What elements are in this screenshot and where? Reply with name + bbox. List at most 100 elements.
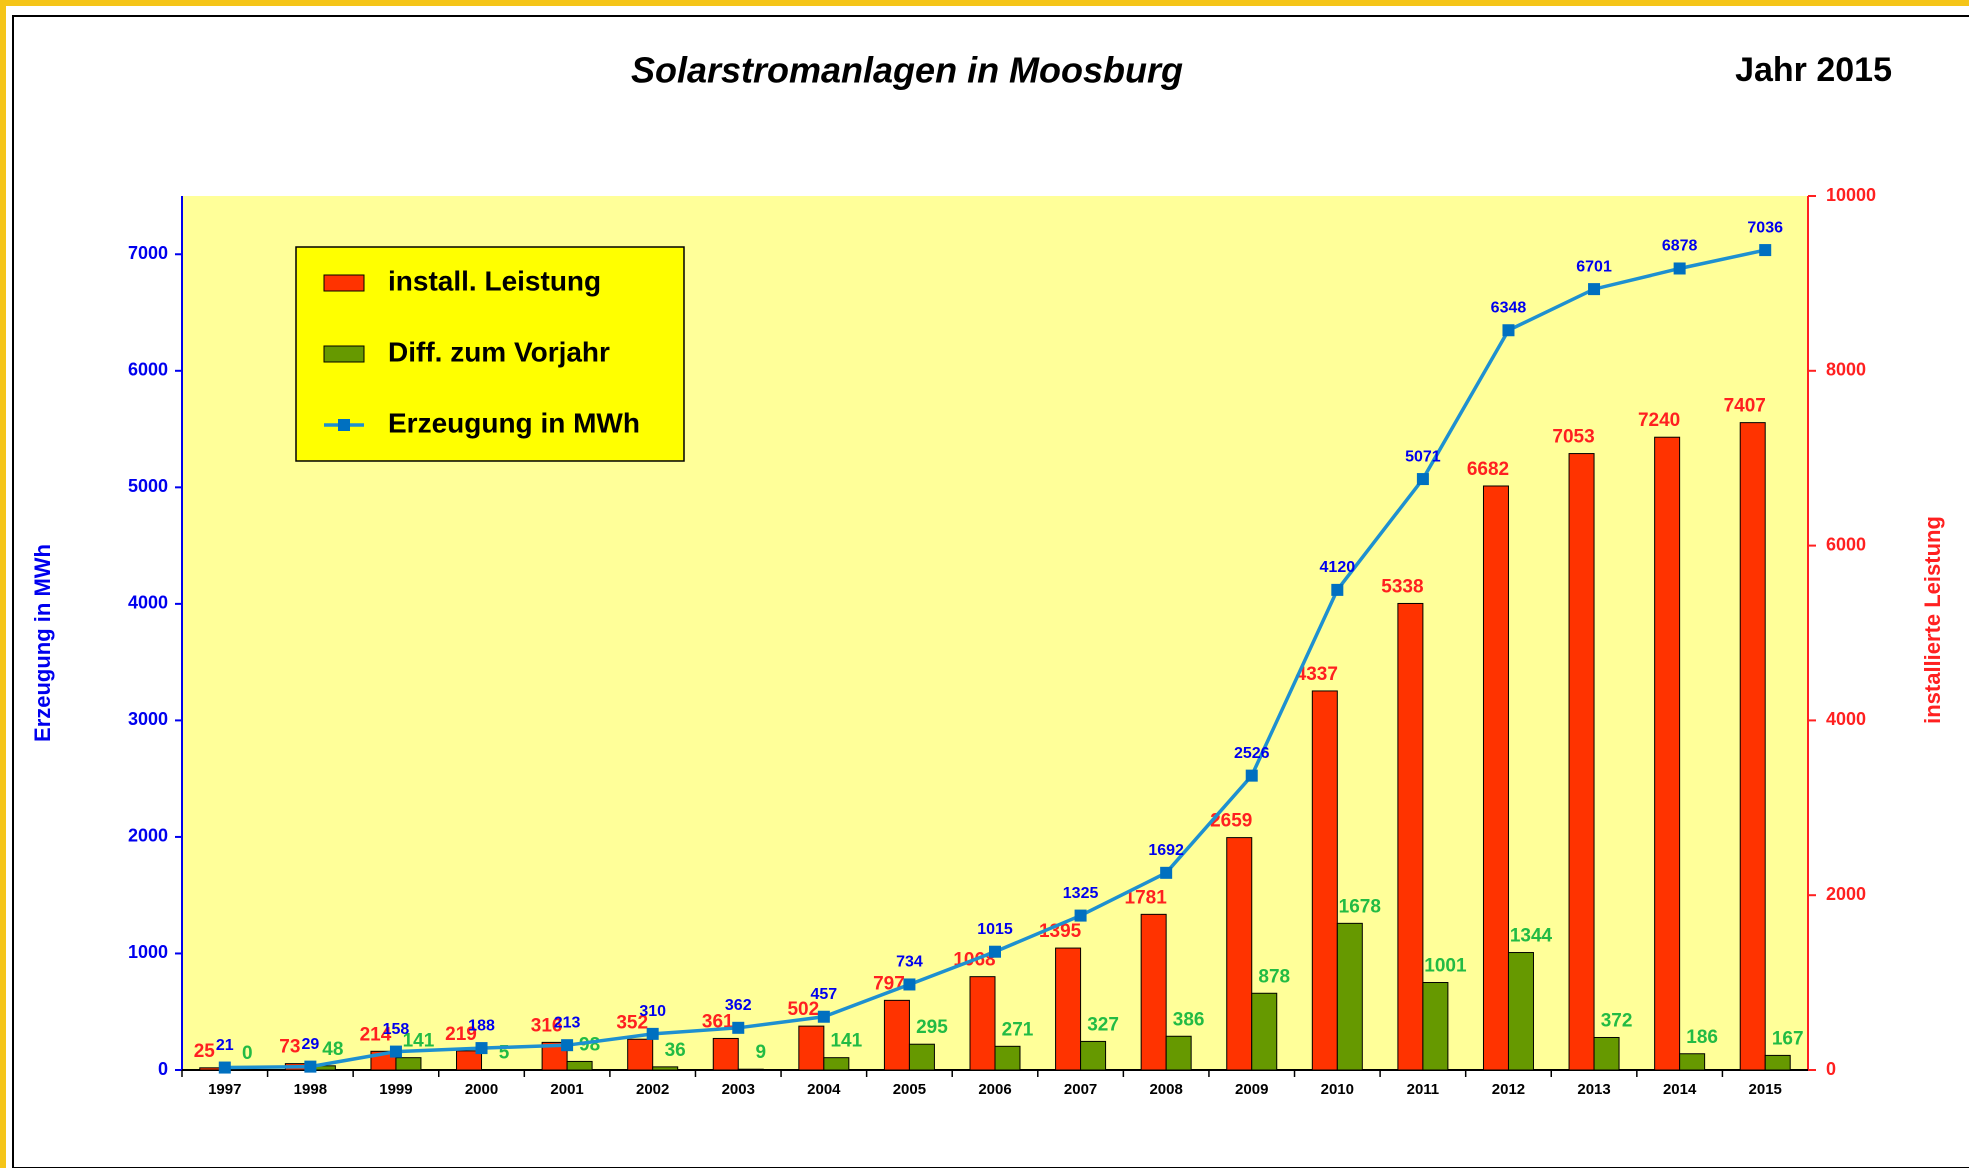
marker: [475, 1042, 488, 1055]
marker: [561, 1039, 574, 1052]
y-tick-label: 2000: [128, 826, 168, 846]
data-label: 5071: [1405, 448, 1441, 465]
data-label: 1344: [1510, 926, 1553, 947]
marker: [989, 945, 1001, 958]
data-label: 9: [755, 1042, 766, 1063]
bar: [1165, 1035, 1192, 1071]
data-label: 219: [445, 1024, 477, 1045]
data-label: 0: [242, 1043, 253, 1064]
data-label: 2659: [1210, 811, 1252, 832]
legend-swatch: [323, 274, 365, 292]
x-tick-label: 2014: [1663, 1081, 1697, 1098]
data-label: 1395: [1039, 921, 1082, 942]
bar: [1739, 422, 1766, 1071]
data-label: 213: [554, 1014, 581, 1031]
bar: [1654, 436, 1681, 1071]
marker: [732, 1021, 745, 1034]
x-tick-label: 2002: [636, 1081, 669, 1098]
bar: [1568, 453, 1595, 1071]
marker: [817, 1010, 830, 1023]
marker: [1245, 769, 1258, 782]
data-label: 167: [1772, 1028, 1804, 1049]
data-label: 4337: [1296, 664, 1338, 685]
data-label: 1325: [1063, 885, 1099, 902]
marker: [1502, 324, 1515, 337]
marker: [1331, 583, 1344, 596]
legend-marker: [338, 419, 350, 431]
data-label: 36: [665, 1040, 686, 1061]
data-label: 271: [1002, 1019, 1034, 1040]
y2-tick-label: 0: [1826, 1059, 1836, 1079]
data-label: 7053: [1552, 427, 1594, 448]
data-label: 6682: [1467, 459, 1509, 480]
marker: [389, 1045, 402, 1058]
data-label: 214: [360, 1024, 392, 1045]
marker: [1759, 244, 1772, 257]
y2-axis-title: installierte Leistung: [1920, 516, 1945, 724]
x-tick-label: 2012: [1492, 1081, 1525, 1098]
chart-border: [12, 15, 1969, 1168]
bar: [1226, 837, 1253, 1071]
data-label: 316: [531, 1015, 563, 1036]
bar: [1397, 602, 1424, 1071]
y2-tick-label: 8000: [1826, 360, 1866, 380]
bar: [712, 1037, 739, 1071]
legend-swatch: [323, 345, 365, 363]
data-label: 6701: [1576, 258, 1612, 275]
y2-tick-label: 10000: [1826, 185, 1876, 205]
data-label: 73: [279, 1037, 300, 1058]
data-label: 386: [1173, 1009, 1205, 1030]
marker: [1416, 473, 1429, 486]
bar: [1080, 1040, 1107, 1071]
legend-label: Erzeugung in MWh: [388, 407, 640, 438]
data-label: 29: [301, 1036, 319, 1053]
y-tick-label: 3000: [128, 709, 168, 729]
x-tick-label: 2001: [550, 1081, 583, 1098]
bar: [1482, 485, 1509, 1071]
y-tick-label: 7000: [128, 243, 168, 263]
data-label: 25: [194, 1041, 216, 1062]
bar: [566, 1060, 593, 1071]
data-label: 734: [896, 954, 923, 971]
x-tick-label: 2006: [978, 1081, 1011, 1098]
y-tick-label: 6000: [128, 360, 168, 380]
data-label: 7240: [1638, 410, 1680, 431]
y-tick-label: 0: [158, 1059, 168, 1079]
bar: [908, 1043, 935, 1071]
data-label: 21: [216, 1037, 234, 1054]
chart-title: Solarstromanlagen in Moosburg: [631, 50, 1183, 91]
x-tick-label: 2015: [1749, 1081, 1782, 1098]
x-tick-label: 2008: [1149, 1081, 1182, 1098]
data-label: 6878: [1662, 238, 1698, 255]
bar: [1422, 982, 1449, 1071]
data-label: 6348: [1491, 299, 1527, 316]
data-label: 295: [916, 1017, 948, 1038]
y-tick-label: 5000: [128, 476, 168, 496]
x-tick-label: 2010: [1321, 1081, 1354, 1098]
data-label: 878: [1258, 966, 1290, 987]
x-tick-label: 2000: [465, 1081, 498, 1098]
bar: [456, 1050, 483, 1071]
y-tick-label: 4000: [128, 593, 168, 613]
data-label: 186: [1686, 1027, 1718, 1048]
marker: [1673, 262, 1686, 275]
data-label: 502: [787, 999, 819, 1020]
data-label: 1678: [1339, 896, 1381, 917]
y-axis-title: Erzeugung in MWh: [30, 544, 55, 742]
data-label: 141: [403, 1031, 435, 1052]
y2-tick-label: 2000: [1826, 884, 1866, 904]
data-label: 362: [725, 997, 752, 1014]
x-tick-label: 2007: [1064, 1081, 1097, 1098]
data-label: 158: [383, 1021, 410, 1038]
bar: [1251, 992, 1278, 1071]
bar: [1336, 922, 1363, 1071]
marker: [304, 1060, 317, 1073]
bar: [395, 1057, 422, 1071]
data-label: 1781: [1125, 887, 1168, 908]
data-label: 5338: [1381, 576, 1423, 597]
x-tick-label: 2011: [1407, 1081, 1440, 1098]
bar: [737, 1068, 764, 1071]
bar: [883, 999, 910, 1071]
bar: [823, 1057, 850, 1071]
marker: [903, 978, 916, 991]
